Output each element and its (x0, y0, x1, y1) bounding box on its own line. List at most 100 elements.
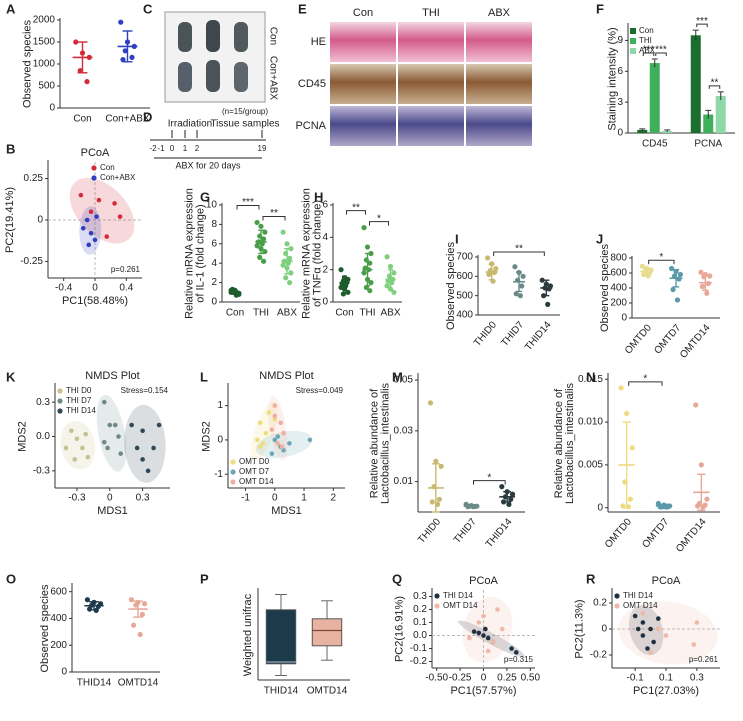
legend-label: ABX (639, 46, 656, 55)
data-point (640, 611, 646, 616)
y-axis-label: Staining intensity (%) (606, 27, 618, 130)
y-axis-label: Relative abundance of (369, 388, 381, 498)
y-tick-label: 1 (217, 400, 223, 411)
significance-bracket (346, 210, 366, 215)
data-point (622, 479, 628, 485)
day-label: 2 (195, 144, 200, 153)
data-point (257, 254, 263, 260)
data-point (517, 293, 523, 299)
data-point (88, 209, 94, 215)
data-point (387, 263, 394, 270)
data-point (261, 258, 267, 264)
data-point (629, 445, 635, 451)
data-point (476, 620, 482, 625)
data-point (137, 631, 143, 638)
chart-title: PCoA (469, 575, 498, 587)
x-tick-label: 2 (331, 493, 337, 504)
y-tick-label: 0.015 (578, 374, 603, 385)
significance-label: ** (352, 202, 360, 213)
data-point (640, 633, 646, 638)
day-label: -2 (149, 144, 157, 153)
data-point (641, 271, 647, 278)
data-point (509, 646, 514, 651)
bar (690, 35, 701, 133)
data-point (677, 271, 684, 278)
significance-label: ** (515, 244, 523, 255)
y-tick-label: -1 (214, 469, 223, 480)
x-tick-label: 0 (481, 673, 487, 684)
legend-marker (434, 593, 440, 599)
legend-marker (230, 479, 236, 485)
data-point (484, 255, 491, 261)
confidence-ellipse (255, 430, 313, 458)
y-tick-label: 0.0 (36, 431, 50, 442)
data-point (96, 197, 102, 203)
y-axis-label: Relative mRNA expression (184, 188, 196, 319)
y-tick-label: 6 (617, 66, 623, 77)
legend-marker (230, 459, 236, 465)
panel-letter: B (6, 141, 15, 156)
data-point (509, 491, 516, 497)
data-point (485, 635, 491, 641)
panel-letter: P (200, 571, 209, 586)
x-tick-label: OMTD14 (674, 516, 709, 554)
data-point (694, 620, 700, 625)
data-point (257, 233, 263, 239)
x-tick-label: THID0 (472, 319, 499, 349)
data-point (104, 234, 110, 239)
data-point (699, 283, 706, 290)
panel-letter: A (6, 1, 16, 16)
significance-label: *** (643, 45, 655, 56)
significance-label: *** (696, 16, 708, 27)
data-point (118, 19, 124, 25)
data-point (481, 613, 486, 619)
y-axis-label: Observed species (22, 19, 34, 108)
legend-label: THI D14 (443, 591, 473, 600)
data-point (520, 273, 526, 279)
significance-bracket (236, 204, 260, 210)
y-tick-label: 6 (322, 200, 328, 211)
data-point (74, 436, 80, 442)
annotation: Stress=0.154 (121, 386, 169, 395)
sample (206, 60, 220, 92)
confidence-ellipse (69, 177, 135, 244)
data-point (471, 629, 477, 634)
data-point (94, 214, 99, 219)
data-point (116, 434, 121, 439)
data-point (673, 268, 679, 275)
y-axis-label: Observed species (39, 584, 51, 673)
legend-swatch (630, 48, 636, 54)
x-tick-label: 0 (107, 493, 113, 504)
data-point (490, 639, 496, 645)
data-point (624, 410, 630, 417)
sample (178, 62, 192, 92)
data-point (260, 441, 266, 446)
y-tick-label: 4 (211, 258, 217, 269)
y-tick-label: -0.3 (33, 465, 51, 476)
data-point (384, 254, 390, 260)
x-tick-label: THI (359, 308, 375, 319)
x-tick-label: THID14 (77, 678, 112, 689)
y-tick-label: 200 (610, 298, 627, 309)
data-point (73, 39, 79, 45)
micrograph (398, 64, 464, 104)
data-point (700, 504, 706, 510)
y-tick-label: -0.25 (20, 256, 43, 267)
x-axis-label: MDS1 (97, 505, 128, 517)
data-point (545, 301, 551, 307)
legend-label: OMT D14 (239, 477, 274, 486)
x-tick-label: 0.3 (136, 493, 150, 504)
data-point (704, 290, 710, 296)
y-tick-label: 0 (217, 435, 223, 446)
x-axis-label: PC1(27.03%) (633, 685, 699, 697)
y-axis-label: PC2(19.41%) (4, 187, 16, 253)
legend-marker (57, 388, 63, 394)
data-point (368, 250, 374, 257)
data-point (134, 445, 140, 451)
photo-label: Con (267, 27, 278, 45)
y-axis-label: MDS2 (17, 421, 29, 452)
y-tick-label: 0 (597, 502, 603, 513)
x-tick-label: THID0 (416, 516, 443, 546)
day-label: -1 (157, 144, 165, 153)
data-point (340, 291, 346, 297)
